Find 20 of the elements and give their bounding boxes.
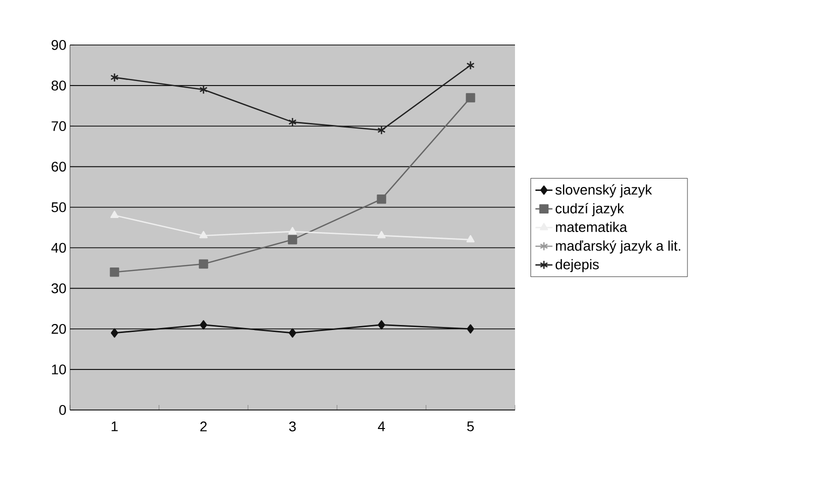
legend-label: dejepis xyxy=(556,259,599,272)
legend-label: matematika xyxy=(556,222,628,232)
y-tick-label: 10 xyxy=(52,364,66,374)
x-tick-label: 3 xyxy=(289,422,296,432)
y-tick-label: 20 xyxy=(52,324,66,334)
y-tick-label: 80 xyxy=(52,80,66,90)
y-tick-label: 50 xyxy=(52,202,66,212)
y-tick-label: 70 xyxy=(52,121,66,132)
x-tick-label: 5 xyxy=(467,422,474,432)
legend-label: slovenský jazyk xyxy=(555,184,652,198)
y-tick-label: 40 xyxy=(51,242,66,253)
legend-label: maďarský jazyk a lit. xyxy=(556,240,680,254)
x-tick-label: 1 xyxy=(112,422,118,432)
x-tick-label: 2 xyxy=(200,422,207,432)
x-tick-label: 4 xyxy=(378,422,385,432)
y-tick-label: 0 xyxy=(59,405,66,415)
y-tick-label: 90 xyxy=(52,40,66,50)
legend-label: cudzí jazyk xyxy=(556,203,624,216)
y-tick-label: 60 xyxy=(52,162,66,172)
y-tick-label: 30 xyxy=(51,283,66,294)
